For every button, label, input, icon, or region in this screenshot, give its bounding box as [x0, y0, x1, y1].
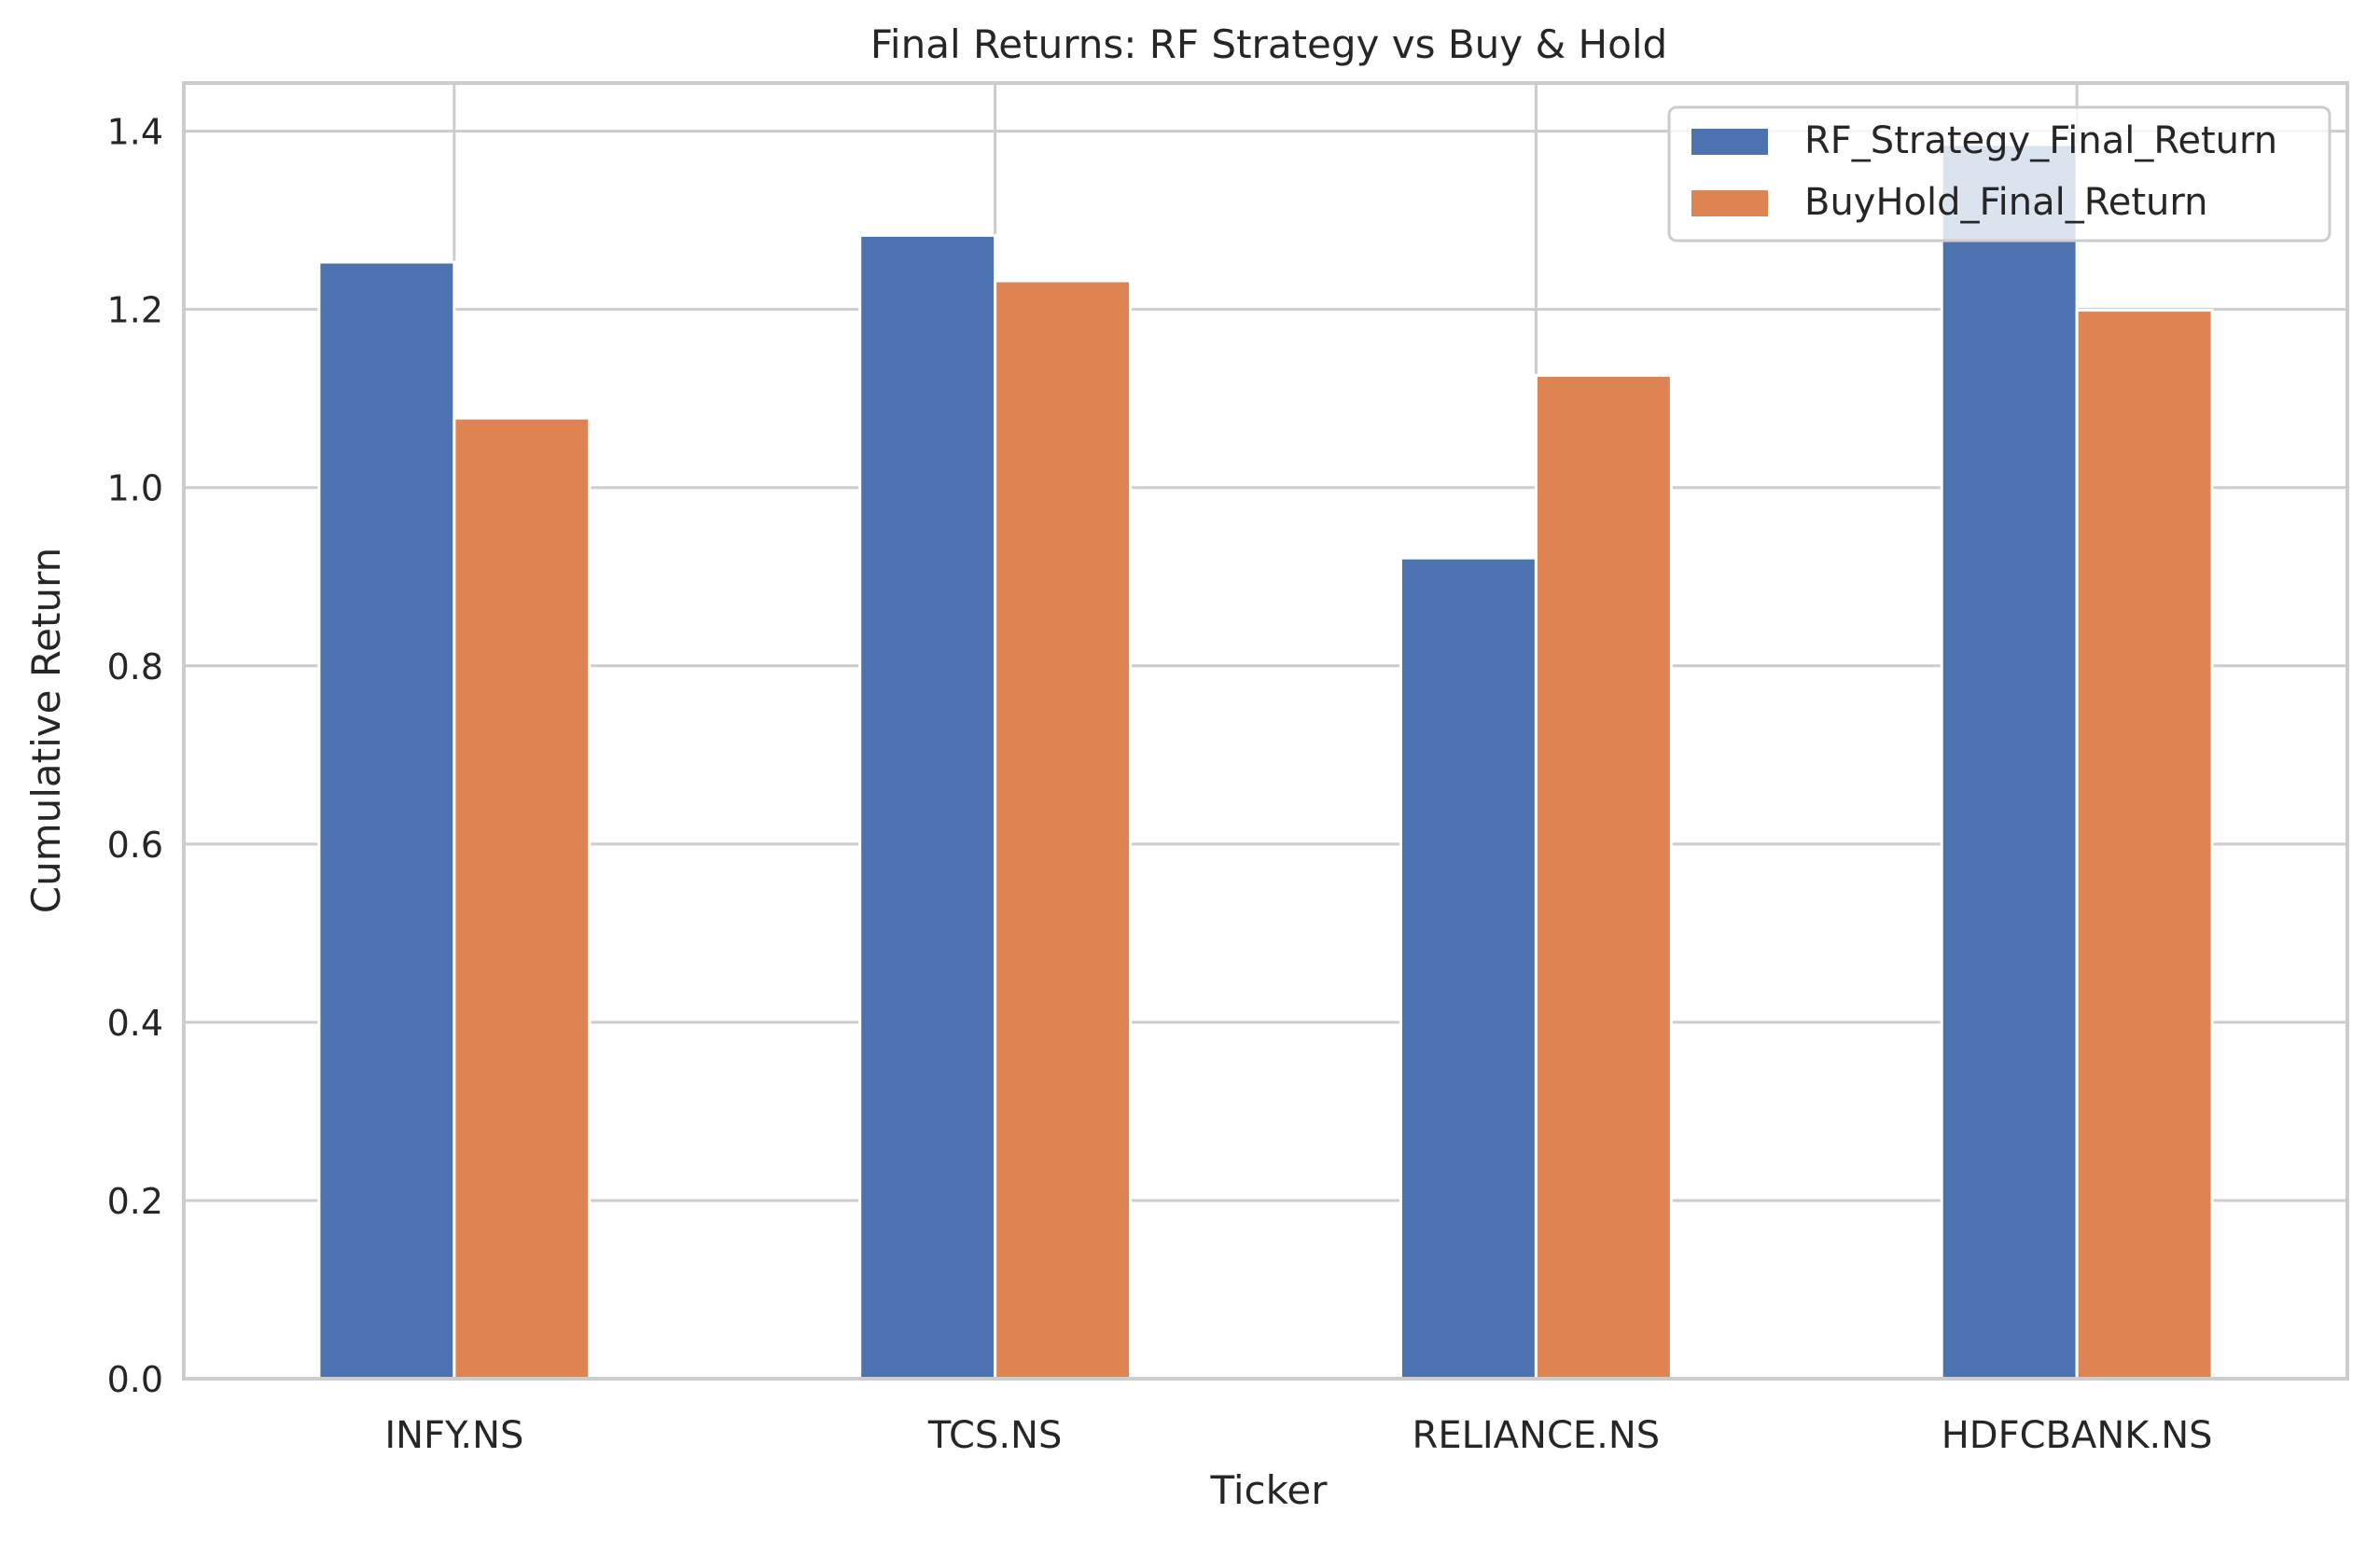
bar-rf-strategy	[317, 260, 456, 1381]
y-tick-label: 1.4	[107, 112, 163, 153]
bar-rf-strategy	[1940, 143, 2079, 1381]
bar-buyhold	[452, 416, 592, 1381]
x-tick-labels: INFY.NS TCS.NS RELIANCE.NS HDFCBANK.NS	[384, 1414, 2212, 1457]
y-tick-label: 0.6	[107, 825, 163, 866]
legend-label-rf-strategy: RF_Strategy_Final_Return	[1804, 119, 2277, 162]
y-axis-label: Cumulative Return	[23, 548, 69, 913]
x-tick-label: HDFCBANK.NS	[1942, 1414, 2213, 1457]
y-tick-label: 0.4	[107, 1003, 163, 1044]
x-tick-label: TCS.NS	[927, 1414, 1062, 1457]
legend-box	[1667, 105, 2331, 243]
legend-label-buyhold: BuyHold_Final_Return	[1804, 181, 2207, 224]
legend-swatch-rf-strategy	[1691, 129, 1768, 155]
y-tick-label: 0.0	[107, 1359, 163, 1400]
y-tick-labels: 0.0 0.2 0.4 0.6 0.8 1.0 1.2 1.4	[107, 112, 163, 1400]
bar-buyhold	[1534, 373, 1673, 1381]
bar-rf-strategy	[1399, 556, 1538, 1381]
x-tick-label: INFY.NS	[384, 1414, 523, 1457]
y-tick-label: 0.8	[107, 646, 163, 687]
bar-rf-strategy	[858, 233, 997, 1381]
plot-spines	[182, 81, 2349, 1381]
y-tick-label: 0.2	[107, 1181, 163, 1222]
legend-swatch-buyhold	[1691, 190, 1768, 216]
bars	[317, 143, 2214, 1381]
y-tick-label: 1.2	[107, 290, 163, 331]
x-tick-label: RELIANCE.NS	[1413, 1414, 1661, 1457]
legend: RF_Strategy_Final_Return BuyHold_Final_R…	[1667, 105, 2331, 243]
y-tick-label: 1.0	[107, 468, 163, 509]
x-axis-label: Ticker	[1209, 1467, 1328, 1513]
bar-buyhold	[994, 279, 1133, 1381]
bar-buyhold	[2075, 309, 2214, 1381]
chart-title: Final Returns: RF Strategy vs Buy & Hold	[870, 21, 1667, 67]
